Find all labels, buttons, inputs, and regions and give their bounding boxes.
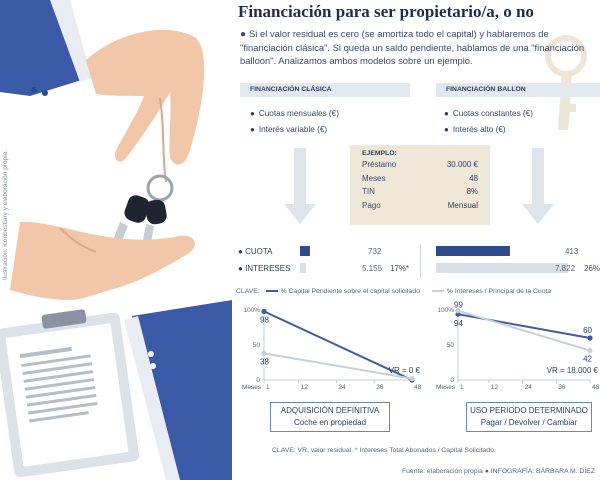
balloon-bullet-2: ● Interés alto (€) [444, 125, 506, 134]
y-tick-label: 50 [447, 342, 455, 349]
clasica-cuota-value: 732 [368, 247, 382, 256]
bullet-dot-icon: ● [250, 109, 255, 118]
data-label: 38 [260, 357, 269, 366]
series-line [457, 313, 591, 339]
bar-balloon-cuota [436, 246, 510, 256]
clasica-intereses-pct: 17%* [390, 264, 410, 273]
example-row: Meses 48 [362, 173, 478, 183]
illustration-credit-text: Ilustración: iconbestiary y elaboración … [2, 149, 9, 280]
bullet-dot-icon: ● [444, 109, 449, 118]
x-tick-label: 48 [592, 384, 600, 391]
clipboard-icon [0, 309, 140, 478]
balloon-cuota-value: 413 [565, 247, 579, 256]
x-axis-label: Meses [242, 384, 262, 391]
arrow-down-icon [522, 148, 554, 224]
clasica-bullet-2: ● Interés variable (€) [250, 125, 328, 134]
x-tick-label: 48 [414, 384, 422, 391]
intereses-label: ● INTERESES [238, 264, 291, 273]
example-row: TIN 8% [362, 187, 478, 196]
line-chart-clasica: 100% 50 01 12 24 36 48 Meses 98 38 VR = 0 € [242, 307, 422, 391]
example-header: EJEMPLO: [362, 150, 397, 157]
legend-item-intereses: % Intereses / Principal de la Cuota [446, 288, 552, 295]
balloon-header: FINANCIACIÓN BALLON [436, 83, 600, 97]
x-tick-label: 12 [301, 384, 309, 391]
x-tick-label: 1 [460, 384, 464, 391]
data-point [409, 376, 415, 382]
source-credit: Fuente: elaboración propia ● INFOGRAFÍA:… [402, 468, 595, 475]
y-tick-label: 100% [437, 307, 454, 314]
data-point [587, 348, 593, 354]
example-row: Pago Mensual [362, 200, 478, 210]
line-chart-balloon: 100% 50 01 12 24 36 48 Meses 99 94 60 42 VR = 18.000… [436, 301, 600, 391]
clasica-header: FINANCIACIÓN CLÁSICA [240, 83, 410, 97]
vr-annotation: VR = 0 € [389, 366, 421, 375]
page-title: Financiación para ser propietario/a, o n… [238, 2, 534, 21]
clasica-outcome-sub: Coche en propiedad [293, 418, 367, 427]
y-tick-label: 50 [253, 342, 261, 349]
bullet-dot-icon: ● [238, 247, 246, 256]
data-label: 60 [583, 326, 592, 335]
data-point [587, 335, 593, 341]
data-point [261, 308, 267, 314]
balloon-outcome-title: USO PERIODO DETERMINADO [470, 406, 588, 415]
data-label: 42 [583, 355, 592, 364]
data-point [455, 308, 461, 314]
divider [420, 244, 421, 278]
data-label: 94 [454, 319, 463, 328]
y-tick-label: 100% [243, 307, 260, 314]
cuota-label: ● CUOTA [238, 247, 273, 256]
x-tick-label: 24 [338, 384, 346, 391]
x-tick-label: 12 [491, 384, 499, 391]
example-row: Préstamo 30.000 € [362, 160, 478, 169]
series-line [457, 309, 591, 352]
balloon-outcome-sub: Pagar / Devolver / Cambiar [480, 418, 578, 427]
bar-balloon-intereses [436, 263, 568, 273]
example-box: EJEMPLO: Préstamo 30.000 € Meses 48 TIN 8% … [350, 145, 490, 225]
clasica-outcome-title: ADQUISICIÓN DEFINITIVA [280, 406, 380, 415]
y-tick-label: 0 [256, 377, 260, 384]
y-tick-label: 0 [450, 377, 454, 384]
bar-clasica-cuota [300, 246, 310, 256]
balloon-bullet-1: ● Cuotas constantes (€) [444, 109, 533, 118]
intro-body: Si el valor residual es cero (se amortiz… [240, 28, 585, 66]
x-tick-label: 36 [558, 384, 566, 391]
legend: CLAVE: % Capital Pendiente sobre el capi… [236, 288, 551, 295]
bullet-dot-icon: ● [240, 29, 247, 40]
data-point [261, 350, 267, 356]
clasica-bullet-1: ● Cuotas mensuales (€) [250, 109, 339, 118]
legend-swatch-capital [265, 290, 278, 293]
x-tick-label: 36 [376, 384, 384, 391]
data-label: 98 [260, 315, 269, 324]
illustration-credit: Ilustración: iconbestiary y elaboración … [2, 110, 12, 280]
clasica-outcome-box: ADQUISICIÓN DEFINITIVA Coche en propieda… [270, 402, 390, 432]
clasica-intereses-value: 5.155 [362, 264, 383, 273]
series-line [263, 310, 413, 381]
data-label: 99 [454, 301, 463, 310]
vr-annotation: VR = 18.000 € [547, 366, 599, 375]
bullet-dot-icon: ● [238, 264, 246, 273]
footnote: CLAVE: VR, valor residual. * Intereses T… [272, 447, 496, 454]
legend-title: CLAVE: [236, 288, 260, 295]
series-line [263, 352, 413, 380]
arrow-down-icon [284, 148, 316, 224]
intro-text: ● Si el valor residual es cero (se amorti… [240, 27, 596, 67]
hands-keys-illustration [0, 0, 232, 480]
legend-swatch-intereses [431, 290, 444, 293]
bullet-dot-icon: ● [444, 125, 449, 134]
x-axis-label: Meses [436, 384, 456, 391]
balloon-outcome-box: USO PERIODO DETERMINADO Pagar / Devolver… [466, 402, 592, 432]
x-tick-label: 24 [525, 384, 533, 391]
bar-chart [300, 246, 568, 273]
bar-clasica-intereses [300, 263, 306, 273]
balloon-intereses-pct: 26%* [584, 264, 600, 273]
balloon-intereses-value: 7.822 [555, 264, 576, 273]
bullet-dot-icon: ● [250, 125, 255, 134]
x-tick-label: 1 [266, 384, 270, 391]
legend-item-capital: % Capital Pendiente sobre el capital sol… [280, 288, 420, 295]
